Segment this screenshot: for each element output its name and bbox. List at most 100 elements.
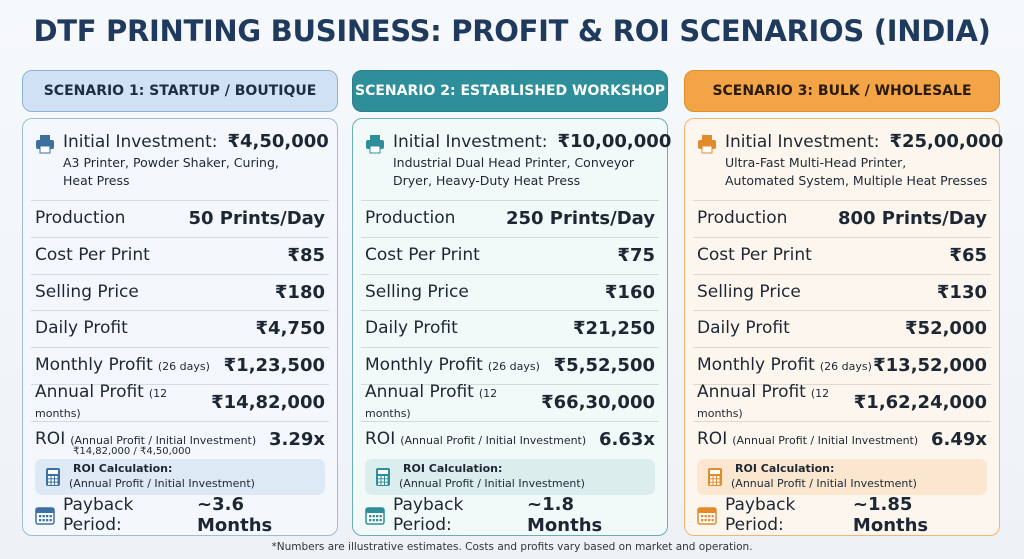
calc-title: ROI Calculation: — [73, 462, 173, 475]
metric-name: Monthly Profit — [697, 355, 815, 375]
calendar-icon — [697, 507, 717, 525]
payback-label: Payback Period: — [63, 495, 134, 535]
metric-value: ₹160 — [604, 281, 655, 303]
roi-calculation: ROI Calculation: (Annual Profit / Initial… — [365, 459, 655, 495]
metric-note: (26 days) — [157, 360, 210, 373]
roi-calculation: ROI Calculation: (Annual Profit / Initial… — [697, 459, 987, 495]
separator — [693, 200, 991, 201]
metric-value: ₹13,52,000 — [873, 354, 987, 376]
investment-label: Initial Investment: — [63, 132, 218, 152]
investment-description: A3 Printer, Powder Shaker, Curing, — [63, 155, 279, 170]
metric-name: Monthly Profit — [35, 355, 153, 375]
metric-label: Daily Profit — [697, 318, 790, 338]
metric-value: 250 Prints/Day — [505, 207, 655, 229]
metric-name: Daily Profit — [35, 318, 128, 338]
separator — [31, 200, 329, 201]
investment-label: Initial Investment: — [393, 132, 548, 152]
metric-name: Cost Per Print — [365, 245, 480, 265]
metric-value: ₹180 — [274, 281, 325, 303]
metric-row: Cost Per Print ₹75 — [365, 240, 655, 270]
metric-value: ₹1,23,500 — [223, 354, 325, 376]
metric-row: Selling Price ₹130 — [697, 277, 987, 307]
payback-value: ~1.8 Months — [527, 494, 603, 536]
metric-row: Production 800 Prints/Day — [697, 203, 987, 233]
payback-value: ~3.6 Months — [197, 494, 273, 536]
metric-row: Cost Per Print ₹65 — [697, 240, 987, 270]
metric-note: (12 months) — [697, 387, 830, 420]
metric-value: ₹14,82,000 — [211, 391, 325, 413]
metric-row: Production 50 Prints/Day — [35, 203, 325, 233]
metric-row: Daily Profit ₹4,750 — [35, 313, 325, 343]
metric-row: Production 250 Prints/Day — [365, 203, 655, 233]
metric-label: Monthly Profit (26 days) — [365, 355, 540, 375]
payback-row: Payback Period: ~3.6 Months — [63, 494, 325, 536]
calculator-icon — [708, 468, 722, 486]
metric-label: Annual Profit (12 months) — [697, 382, 854, 422]
metric-name: Selling Price — [365, 282, 469, 302]
printer-icon — [366, 135, 384, 154]
roi-name: ROI — [365, 429, 396, 449]
investment-label: Initial Investment: — [725, 132, 880, 152]
metric-label: Annual Profit (12 months) — [35, 382, 211, 422]
metric-name: Daily Profit — [365, 318, 458, 338]
scenario-header: SCENARIO 2: ESTABLISHED WORKSHOP — [352, 70, 668, 112]
metric-label: Selling Price — [35, 282, 139, 302]
metric-name: Annual Profit — [365, 382, 474, 402]
metric-value: ₹130 — [936, 281, 987, 303]
separator — [693, 384, 991, 385]
metric-value: 800 Prints/Day — [837, 207, 987, 229]
separator — [693, 237, 991, 238]
calc-text: (Annual Profit / Initial Investment) — [399, 477, 585, 490]
metric-value: ₹65 — [949, 244, 987, 266]
roi-value: 3.29x — [268, 428, 325, 450]
metric-row: Selling Price ₹180 — [35, 277, 325, 307]
metric-label: Production — [697, 208, 787, 228]
investment: Initial Investment: ₹4,50,000 — [63, 131, 329, 152]
calendar-icon — [35, 507, 55, 525]
printer-icon — [36, 135, 54, 154]
calc-text: (Annual Profit / Initial Investment) — [69, 477, 255, 490]
page-title: DTF PRINTING BUSINESS: PROFIT & ROI SCEN… — [33, 14, 991, 48]
metric-row: Monthly Profit (26 days) ₹13,52,000 — [697, 350, 987, 380]
metric-label: Daily Profit — [35, 318, 128, 338]
scenario-card: Initial Investment: ₹25,00,000 Ultra-Fast … — [684, 118, 1003, 536]
roi-row: ROI (Annual Profit / Initial Investment) 3… — [35, 424, 325, 454]
calculator-icon — [376, 468, 390, 486]
separator — [361, 384, 659, 385]
metric-row: Daily Profit ₹52,000 — [697, 313, 987, 343]
metric-value: ₹75 — [617, 244, 655, 266]
roi-label: ROI (Annual Profit / Initial Investment) — [697, 429, 918, 449]
metric-value: ₹5,52,500 — [553, 354, 655, 376]
separator — [31, 347, 329, 348]
roi-note: (Annual Profit / Initial Investment) — [400, 434, 587, 447]
investment-description: Ultra-Fast Multi-Head Printer, — [725, 155, 907, 170]
metric-label: Cost Per Print — [697, 245, 812, 265]
metric-label: Cost Per Print — [365, 245, 480, 265]
printer-icon — [698, 135, 716, 154]
metric-name: Daily Profit — [697, 318, 790, 338]
metric-label: Selling Price — [697, 282, 801, 302]
separator — [31, 421, 329, 422]
metric-note: (26 days) — [487, 360, 540, 373]
scenario-title: SCENARIO 1: STARTUP / BOUTIQUE — [43, 83, 317, 99]
metric-name: Cost Per Print — [697, 245, 812, 265]
roi-row: ROI (Annual Profit / Initial Investment) 6… — [365, 424, 655, 454]
roi-note: (Annual Profit / Initial Investment) — [70, 434, 257, 447]
calendar-icon — [365, 507, 385, 525]
metric-label: Daily Profit — [365, 318, 458, 338]
metric-value: ₹85 — [287, 244, 325, 266]
payback-row: Payback Period: ~1.8 Months — [393, 494, 655, 536]
metric-note: (12 months) — [35, 387, 168, 420]
metric-value: 50 Prints/Day — [188, 207, 325, 229]
metric-name: Production — [365, 208, 456, 228]
scenario-header: SCENARIO 3: BULK / WHOLESALE — [684, 70, 1000, 112]
metric-value: ₹4,750 — [255, 317, 325, 339]
metric-label: Selling Price — [365, 282, 469, 302]
scenario-title: SCENARIO 2: ESTABLISHED WORKSHOP — [355, 83, 665, 99]
investment-description: Industrial Dual Head Printer, Conveyor — [393, 155, 635, 170]
payback-label: Payback Period: — [725, 495, 796, 535]
separator — [31, 310, 329, 311]
roi-value: 6.49x — [930, 428, 987, 450]
scenario-title: SCENARIO 3: BULK / WHOLESALE — [712, 83, 972, 99]
scenario-card: Initial Investment: ₹4,50,000 A3 Printer, … — [22, 118, 338, 536]
